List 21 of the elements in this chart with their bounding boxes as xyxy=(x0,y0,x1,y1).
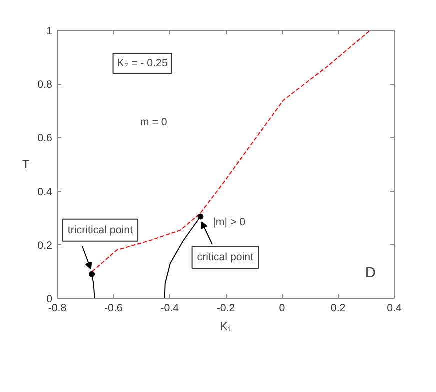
x-tick-label: -0.8 xyxy=(48,302,67,314)
annotation: D xyxy=(365,266,376,282)
y-tick-label: 0.6 xyxy=(38,132,53,145)
x-tick-label: 0.4 xyxy=(387,302,402,314)
x-tick-label: -0.2 xyxy=(216,302,236,314)
x-tick-label: 0.2 xyxy=(330,302,346,314)
annotation: K₂ = - 0.25 xyxy=(117,57,168,70)
y-tick-label: 0.4 xyxy=(38,186,53,198)
annotation: tricritical point xyxy=(68,224,134,236)
y-tick-label: 1 xyxy=(46,26,53,38)
x-tick-label: 0 xyxy=(279,302,286,314)
x-axis-title: K₁ xyxy=(220,320,232,334)
y-tick-label: 0 xyxy=(46,294,53,306)
y-tick-label: 0.8 xyxy=(38,79,53,92)
y-tick-label: 0.2 xyxy=(38,240,53,252)
annotation: |m| > 0 xyxy=(213,216,246,228)
x-tick-label: -0.6 xyxy=(104,302,123,314)
x-tick-label: -0.4 xyxy=(160,302,180,314)
annotation: m = 0 xyxy=(140,116,168,128)
annotation: critical point xyxy=(197,251,254,264)
y-axis-title: T xyxy=(22,158,30,172)
